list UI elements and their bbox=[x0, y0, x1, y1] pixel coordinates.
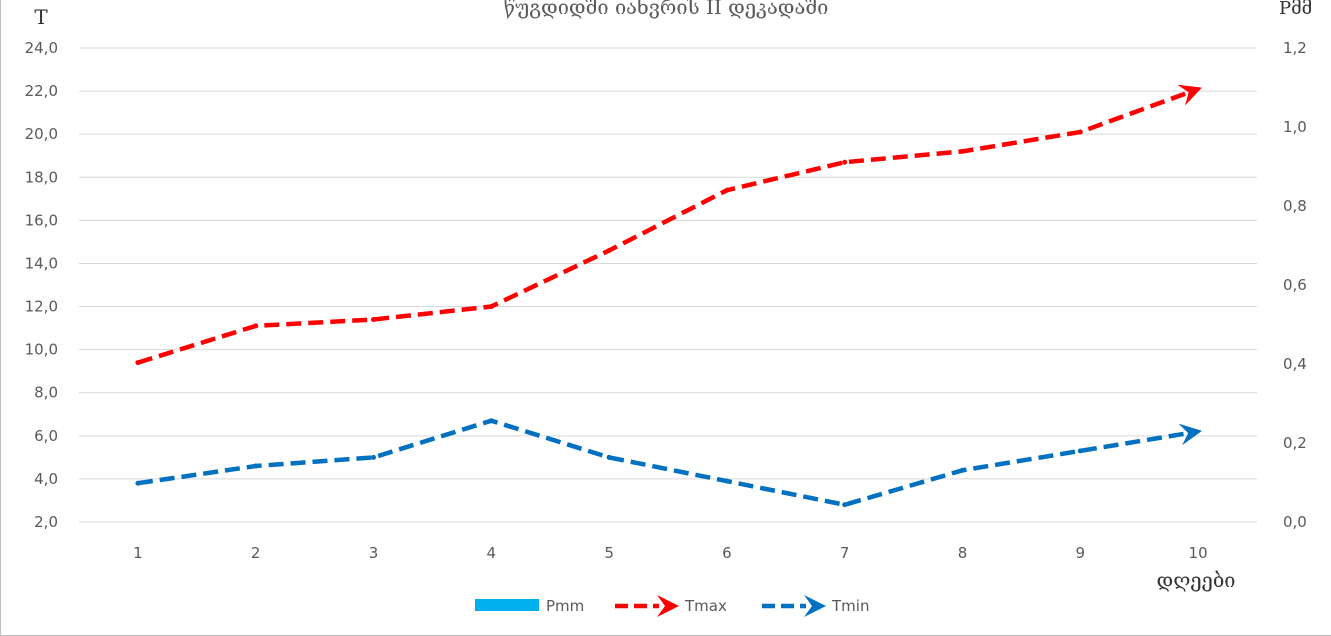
y-right-tick-label: 0,8 bbox=[1283, 197, 1307, 215]
y-left-tick-label: 2,0 bbox=[34, 513, 58, 531]
x-axis-label: დღეები bbox=[1157, 568, 1236, 592]
legend-arrow-tmax bbox=[657, 595, 679, 617]
data-point-tmin bbox=[135, 480, 141, 486]
legend-item-tmax: Tmax bbox=[615, 595, 727, 617]
arrowhead-tmax bbox=[1177, 84, 1202, 106]
legend-item-pmm: Pmm bbox=[475, 597, 584, 615]
series-line-tmax bbox=[137, 90, 1188, 365]
y-left-tick-label: 22,0 bbox=[25, 82, 58, 100]
series-line-tmin bbox=[137, 418, 1187, 508]
y-left-axis-label: T bbox=[34, 5, 48, 29]
legend-label: Tmin bbox=[831, 597, 869, 615]
data-point-tmax bbox=[1077, 129, 1083, 135]
y-left-tick-label: 4,0 bbox=[34, 470, 58, 488]
legend-arrow-tmin bbox=[804, 595, 826, 617]
y-right-tick-labels: 0,0 0,2 0,4 0,6 0,8 1,0 1,2 bbox=[1283, 39, 1307, 531]
data-point-tmin bbox=[371, 454, 376, 460]
legend: Pmm Tmax Tmin bbox=[475, 595, 869, 617]
legend-label: Pmm bbox=[546, 597, 584, 615]
y-left-tick-label: 16,0 bbox=[25, 211, 58, 229]
x-tick-label: 5 bbox=[604, 544, 614, 562]
legend-item-tmin: Tmin bbox=[762, 595, 869, 617]
y-left-tick-label: 10,0 bbox=[25, 341, 58, 359]
arrowhead-tmin bbox=[1178, 423, 1202, 446]
y-right-axis-label: Pმმ bbox=[1279, 0, 1312, 19]
x-tick-label: 3 bbox=[369, 544, 379, 562]
x-tick-label: 8 bbox=[958, 544, 968, 562]
y-right-tick-label: 0,0 bbox=[1283, 513, 1307, 531]
y-left-tick-label: 12,0 bbox=[25, 298, 58, 316]
x-tick-label: 7 bbox=[840, 544, 850, 562]
chart-title: წუგდიდში იანვრის II დეკადაში bbox=[504, 0, 829, 19]
data-point-tmax bbox=[371, 316, 376, 322]
data-point-tmin bbox=[960, 467, 965, 473]
y-right-tick-label: 0,6 bbox=[1283, 276, 1307, 294]
data-point-tmax bbox=[842, 159, 848, 165]
x-tick-label: 10 bbox=[1189, 544, 1208, 562]
data-point-tmin bbox=[1077, 448, 1083, 454]
legend-swatch-pmm bbox=[475, 599, 539, 611]
data-point-tmax bbox=[960, 148, 965, 154]
y-right-tick-label: 0,2 bbox=[1283, 434, 1307, 452]
series-lines bbox=[135, 84, 1202, 508]
data-point-tmax bbox=[135, 360, 141, 366]
y-left-tick-label: 18,0 bbox=[25, 168, 58, 186]
x-tick-label: 1 bbox=[133, 544, 143, 562]
y-right-tick-label: 1,2 bbox=[1283, 39, 1307, 57]
data-point-tmin bbox=[842, 502, 848, 508]
y-left-tick-labels: 2,0 4,0 6,0 8,0 10,0 12,0 14,0 16,0 18,0 20,0 22,0… bbox=[25, 39, 58, 531]
legend-label: Tmax bbox=[684, 597, 727, 615]
y-left-tick-label: 6,0 bbox=[34, 427, 58, 445]
y-right-tick-label: 0,4 bbox=[1283, 355, 1307, 373]
data-point-tmax bbox=[488, 304, 494, 310]
y-right-tick-label: 1,0 bbox=[1283, 118, 1307, 136]
data-point-tmax bbox=[606, 248, 612, 254]
x-tick-label: 4 bbox=[487, 544, 497, 562]
y-left-tick-label: 14,0 bbox=[25, 254, 58, 272]
y-left-tick-label: 24,0 bbox=[25, 39, 58, 57]
x-tick-label: 6 bbox=[722, 544, 732, 562]
data-point-tmin bbox=[488, 418, 494, 424]
y-left-tick-label: 20,0 bbox=[25, 125, 58, 143]
data-point-tmin bbox=[253, 463, 259, 469]
data-point-tmin bbox=[724, 478, 730, 484]
data-point-tmax bbox=[253, 323, 259, 329]
x-tick-label: 9 bbox=[1076, 544, 1086, 562]
gridlines bbox=[79, 47, 1257, 523]
data-point-tmin bbox=[606, 454, 612, 460]
x-tick-label: 2 bbox=[251, 544, 261, 562]
x-tick-labels: 1 2 3 4 5 6 7 8 9 10 bbox=[133, 544, 1208, 562]
data-point-tmax bbox=[724, 187, 730, 193]
y-left-tick-label: 8,0 bbox=[34, 384, 58, 402]
